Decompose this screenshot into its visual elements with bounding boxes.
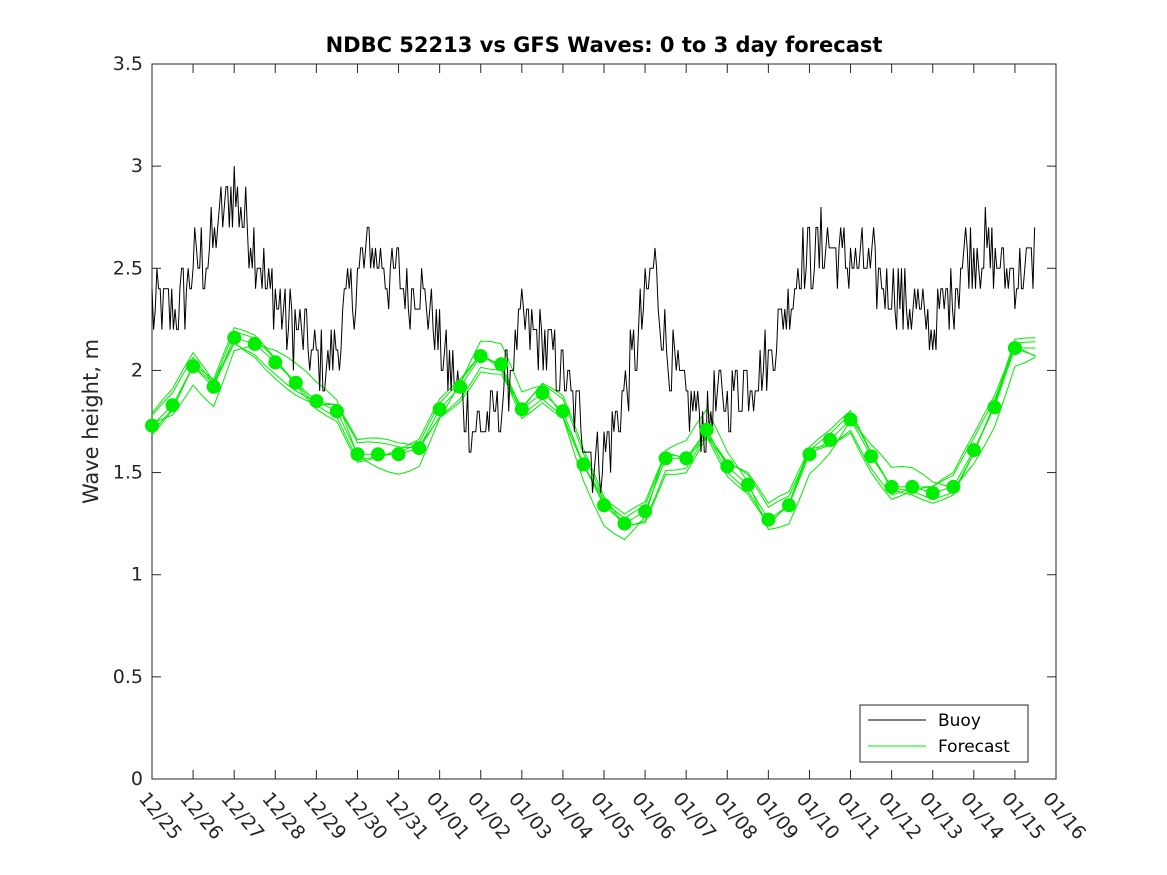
- forecast-point: [514, 402, 529, 417]
- chart-title: NDBC 52213 vs GFS Waves: 0 to 3 day fore…: [326, 33, 883, 57]
- forecast-point: [864, 449, 879, 464]
- forecast-point: [206, 379, 221, 394]
- forecast-point: [268, 355, 283, 370]
- forecast-point: [288, 375, 303, 390]
- forecast-point: [391, 447, 406, 462]
- forecast-point: [145, 418, 159, 433]
- forecast-point: [905, 479, 920, 494]
- forecast-point: [884, 479, 899, 494]
- y-axis-label: Wave height, m: [79, 339, 103, 504]
- forecast-point: [247, 336, 262, 351]
- legend: Buoy Forecast: [859, 704, 1029, 763]
- forecast-point: [720, 459, 735, 474]
- y-tick-label: 2.5: [113, 257, 143, 279]
- forecast-run-line: [151, 340, 1036, 541]
- forecast-point: [535, 385, 550, 400]
- forecast-point: [432, 402, 447, 417]
- y-tick-label: 3.5: [113, 53, 143, 75]
- y-tick-label: 0: [131, 768, 143, 790]
- forecast-point: [576, 457, 591, 472]
- legend-forecast-label: Forecast: [938, 737, 1010, 757]
- forecast-point: [740, 477, 755, 492]
- forecast-point: [699, 422, 714, 437]
- legend-box: [859, 704, 1029, 763]
- y-tick-label: 1: [131, 564, 143, 586]
- forecast-point: [371, 447, 385, 462]
- forecast-point: [966, 443, 981, 458]
- forecast-point: [309, 394, 324, 409]
- forecast-point: [617, 516, 632, 531]
- forecast-point: [843, 412, 858, 427]
- forecast-point: [186, 359, 201, 374]
- forecast-point: [679, 451, 694, 466]
- forecast-point: [823, 432, 837, 447]
- forecast-point: [925, 486, 940, 500]
- forecast-point: [165, 398, 180, 413]
- buoy-series-line: [151, 166, 1036, 494]
- forecast-point: [597, 498, 611, 513]
- forecast-point: [412, 441, 427, 456]
- y-tick-label: 3: [131, 155, 143, 177]
- plot-area: [151, 63, 1057, 780]
- forecast-point: [350, 447, 365, 462]
- forecast-point: [473, 349, 488, 364]
- forecast-point: [802, 447, 817, 462]
- forecast-point: [638, 504, 653, 519]
- forecast-point: [987, 400, 1002, 415]
- series-layer: [145, 166, 1036, 541]
- forecast-point: [494, 357, 509, 372]
- forecast-point: [453, 379, 468, 394]
- forecast-point: [781, 498, 796, 513]
- legend-buoy-label: Buoy: [938, 711, 981, 731]
- forecast-point: [555, 404, 570, 419]
- forecast-point: [1007, 341, 1022, 355]
- y-tick-label: 1.5: [113, 462, 143, 484]
- forecast-point: [329, 404, 344, 419]
- forecast-point: [946, 479, 961, 494]
- forecast-point: [227, 330, 242, 345]
- forecast-point: [658, 451, 673, 466]
- forecast-point: [761, 512, 776, 527]
- y-tick-label: 2: [131, 359, 143, 381]
- y-tick-label: 0.5: [113, 666, 143, 688]
